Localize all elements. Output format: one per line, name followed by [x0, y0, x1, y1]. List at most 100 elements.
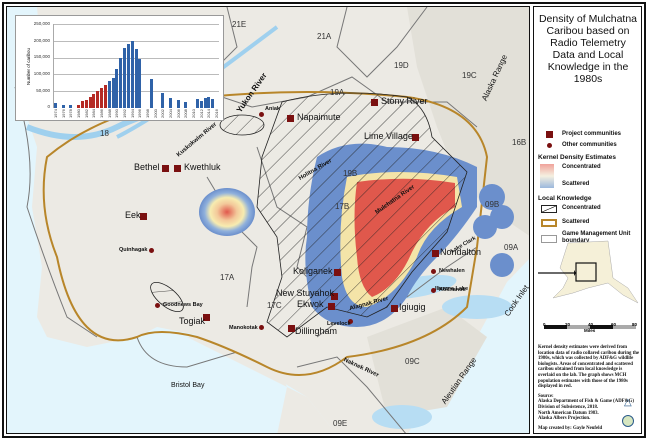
x-tick: 1980	[76, 109, 82, 118]
x-tick: 1982	[83, 109, 89, 118]
gmu-label: 19B	[343, 169, 358, 178]
project-community-marker[interactable]	[162, 165, 169, 172]
y-tick: 50,000	[36, 88, 50, 93]
x-tick: 2012	[198, 109, 204, 118]
community-label: New Stuyahok	[276, 288, 335, 298]
chart-bar	[119, 57, 123, 108]
chart-bar	[115, 69, 119, 108]
chart-bar	[107, 81, 111, 108]
map-canvas	[14, 7, 529, 433]
gmu-label: 09B	[485, 200, 500, 209]
legend-panel: Density of Mulchatna Caribou based on Ra…	[533, 6, 642, 434]
notes-description: Kernel density estimates were derived fr…	[538, 345, 640, 390]
chart-bar	[134, 49, 138, 108]
community-label: Manokotak	[229, 325, 258, 331]
chart-bar	[111, 77, 115, 108]
map-notes: Kernel density estimates were derived fr…	[538, 345, 640, 431]
other-community-marker[interactable]	[431, 269, 436, 274]
x-tick: 2002	[160, 109, 166, 118]
legend-project-communities: Project communities	[562, 131, 622, 137]
legend-kde-low: Scattered	[562, 181, 590, 187]
project-community-marker[interactable]	[371, 99, 378, 106]
chart-bar	[138, 58, 142, 108]
x-tick: 2000	[152, 109, 158, 118]
gmu-label: 09A	[504, 243, 519, 252]
water-label: Iliamna Lake	[435, 286, 469, 292]
chart-bar	[130, 40, 134, 108]
project-community-marker[interactable]	[328, 303, 335, 310]
community-label: Aniak	[265, 106, 280, 112]
project-community-marker[interactable]	[331, 293, 338, 300]
y-tick: 100,000	[33, 71, 50, 76]
notes-projection: Alaska Albers Projection.	[538, 416, 591, 422]
scale-tick: 0	[543, 322, 546, 327]
map-panel[interactable]: Number of caribou 250,000 200,000 150,00…	[6, 6, 530, 434]
gmu-label: 19D	[394, 61, 409, 70]
x-tick: 2006	[175, 109, 181, 118]
community-label: Igiugig	[399, 302, 426, 312]
project-community-marker[interactable]	[432, 250, 439, 257]
scale-unit: Miles	[584, 328, 596, 333]
other-community-marker[interactable]	[259, 325, 264, 330]
x-tick: 1984	[91, 109, 97, 118]
x-tick: 2004	[168, 109, 174, 118]
x-tick: 1990	[114, 109, 120, 118]
chart-bar	[161, 92, 165, 108]
water-label: Bristol Bay	[171, 382, 205, 389]
chart-bar	[103, 84, 107, 108]
kde-gradient-swatch	[540, 164, 554, 188]
project-community-marker[interactable]	[288, 325, 295, 332]
x-tick: 1978	[68, 109, 74, 118]
gmu-label: 16B	[512, 138, 527, 147]
community-label: Togiak	[179, 316, 206, 326]
legend-gmu: Game Management Unit boundary	[562, 231, 631, 244]
chart-bar	[195, 98, 199, 108]
gmu-label: 09E	[333, 419, 348, 428]
scale-tick: 80	[632, 322, 638, 327]
project-community-marker[interactable]	[140, 213, 147, 220]
chart-plot-area	[53, 24, 219, 108]
other-community-marker[interactable]	[149, 248, 154, 253]
project-community-marker[interactable]	[334, 269, 341, 276]
chart-bar	[126, 44, 130, 108]
project-community-marker[interactable]	[391, 305, 398, 312]
community-label: Lime Village	[364, 131, 413, 141]
gmu-label: 09C	[405, 357, 420, 366]
chart-bar	[96, 91, 100, 108]
legend-lk-concentrated: Concentrated	[562, 205, 601, 211]
other-community-marker[interactable]	[348, 319, 353, 324]
gmu-label: 17B	[335, 202, 350, 211]
community-label: Dillingham	[295, 326, 338, 336]
chart-bar	[169, 97, 173, 108]
community-label: Levelock	[327, 321, 351, 327]
other-community-marker[interactable]	[259, 112, 264, 117]
project-community-marker[interactable]	[412, 134, 419, 141]
y-tick: 0	[47, 104, 50, 109]
x-tick: 1986	[99, 109, 105, 118]
x-tick: 2016	[214, 109, 220, 118]
y-tick: 250,000	[33, 21, 50, 26]
gmu-swatch	[541, 235, 557, 243]
project-community-marker[interactable]	[287, 115, 294, 122]
legend-other-communities: Other communities	[562, 142, 617, 148]
community-label: Quinhagak	[119, 247, 148, 253]
other-community-marker[interactable]	[155, 303, 160, 308]
x-tick: 1996	[137, 109, 143, 118]
chart-bar	[184, 101, 188, 108]
project-community-marker[interactable]	[203, 314, 210, 321]
community-label: Kwethluk	[184, 162, 221, 172]
legend-kde-heading: Kernel Density Estimates	[538, 154, 617, 161]
project-community-marker[interactable]	[174, 165, 181, 172]
x-tick: 1976	[60, 109, 66, 118]
chart-bar	[77, 104, 81, 108]
x-tick: 1974	[53, 109, 58, 118]
map-title: Density of Mulchatna Caribou based on Ra…	[538, 13, 638, 85]
legend-lk-scattered: Scattered	[562, 219, 590, 225]
chart-bar	[149, 79, 153, 108]
other-community-marker[interactable]	[431, 288, 436, 293]
y-tick: 150,000	[33, 54, 50, 59]
legend-kde-high: Concentrated	[562, 164, 601, 170]
community-label: Eek	[125, 210, 141, 220]
chart-bar	[203, 97, 207, 108]
chart-bar	[176, 99, 180, 108]
